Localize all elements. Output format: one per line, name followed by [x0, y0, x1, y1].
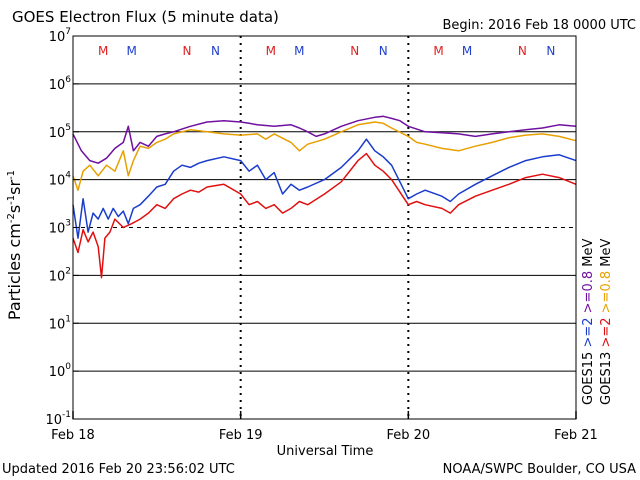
marker-label: M [266, 44, 276, 58]
flux-series [72, 115, 577, 279]
legend-part: GOES15 [581, 352, 596, 405]
credit-text: NOAA/SWPC Boulder, CO USA [443, 462, 636, 477]
series-line-2 [72, 138, 577, 239]
x-axis-title: Universal Time [277, 444, 374, 459]
chart-title: GOES Electron Flux (5 minute data) [12, 8, 279, 26]
marker-label: M [294, 44, 304, 58]
marker-label: M [433, 44, 443, 58]
x-tick-label: Feb 18 [51, 428, 95, 443]
x-tick-label: Feb 21 [554, 428, 598, 443]
y-tick-label: 102 [49, 266, 71, 284]
x-tick-label: Feb 20 [386, 428, 430, 443]
x-axis-ticks: Feb 18 Feb 19 Feb 20 Feb 21 [51, 411, 598, 443]
marker-label: M [98, 44, 108, 58]
marker-label: N [211, 44, 220, 58]
y-tick-label: 101 [49, 314, 71, 332]
begin-date: Begin: 2016 Feb 18 0000 UTC [442, 18, 636, 33]
marker-label: N [546, 44, 555, 58]
legend-part: >=0.8 [581, 271, 596, 318]
legend-part: MeV [581, 239, 596, 271]
y-tick-label: 105 [49, 123, 71, 141]
y-tick-label: 106 [49, 75, 72, 93]
series-line-3 [72, 152, 577, 279]
y-tick-label: 10-1 [45, 410, 71, 428]
legend-left: GOES13 >=2 >=0.8 MeV [599, 239, 614, 405]
y-tick-label: 107 [49, 27, 71, 45]
series-line-1 [72, 121, 577, 191]
legend-part: >=2 [599, 317, 614, 351]
marker-label: M [127, 44, 137, 58]
x-tick-label: Feb 19 [219, 428, 263, 443]
legend-part: >=0.8 [599, 271, 614, 318]
plot-grid [73, 36, 576, 419]
marker-label: N [518, 44, 527, 58]
y-axis-ticks: 10-1 100 101 102 103 104 105 106 107 [45, 27, 79, 428]
legend-part: GOES13 [599, 352, 614, 405]
y-axis-title: Particles cm-2s-1sr-1 [5, 170, 24, 320]
legend-right: GOES15 >=2 >=0.8 MeV [581, 239, 596, 405]
y-tick-label: 104 [49, 171, 72, 189]
marker-label: M [462, 44, 472, 58]
series-line-0 [72, 115, 577, 164]
marker-label: N [183, 44, 192, 58]
marker-label: N [350, 44, 359, 58]
y-tick-label: 103 [49, 219, 71, 237]
y-tick-label: 100 [49, 362, 72, 380]
updated-timestamp: Updated 2016 Feb 20 23:56:02 UTC [2, 462, 235, 477]
marker-label: N [379, 44, 388, 58]
legend-part: >=2 [581, 317, 596, 351]
legend-part: MeV [599, 239, 614, 271]
